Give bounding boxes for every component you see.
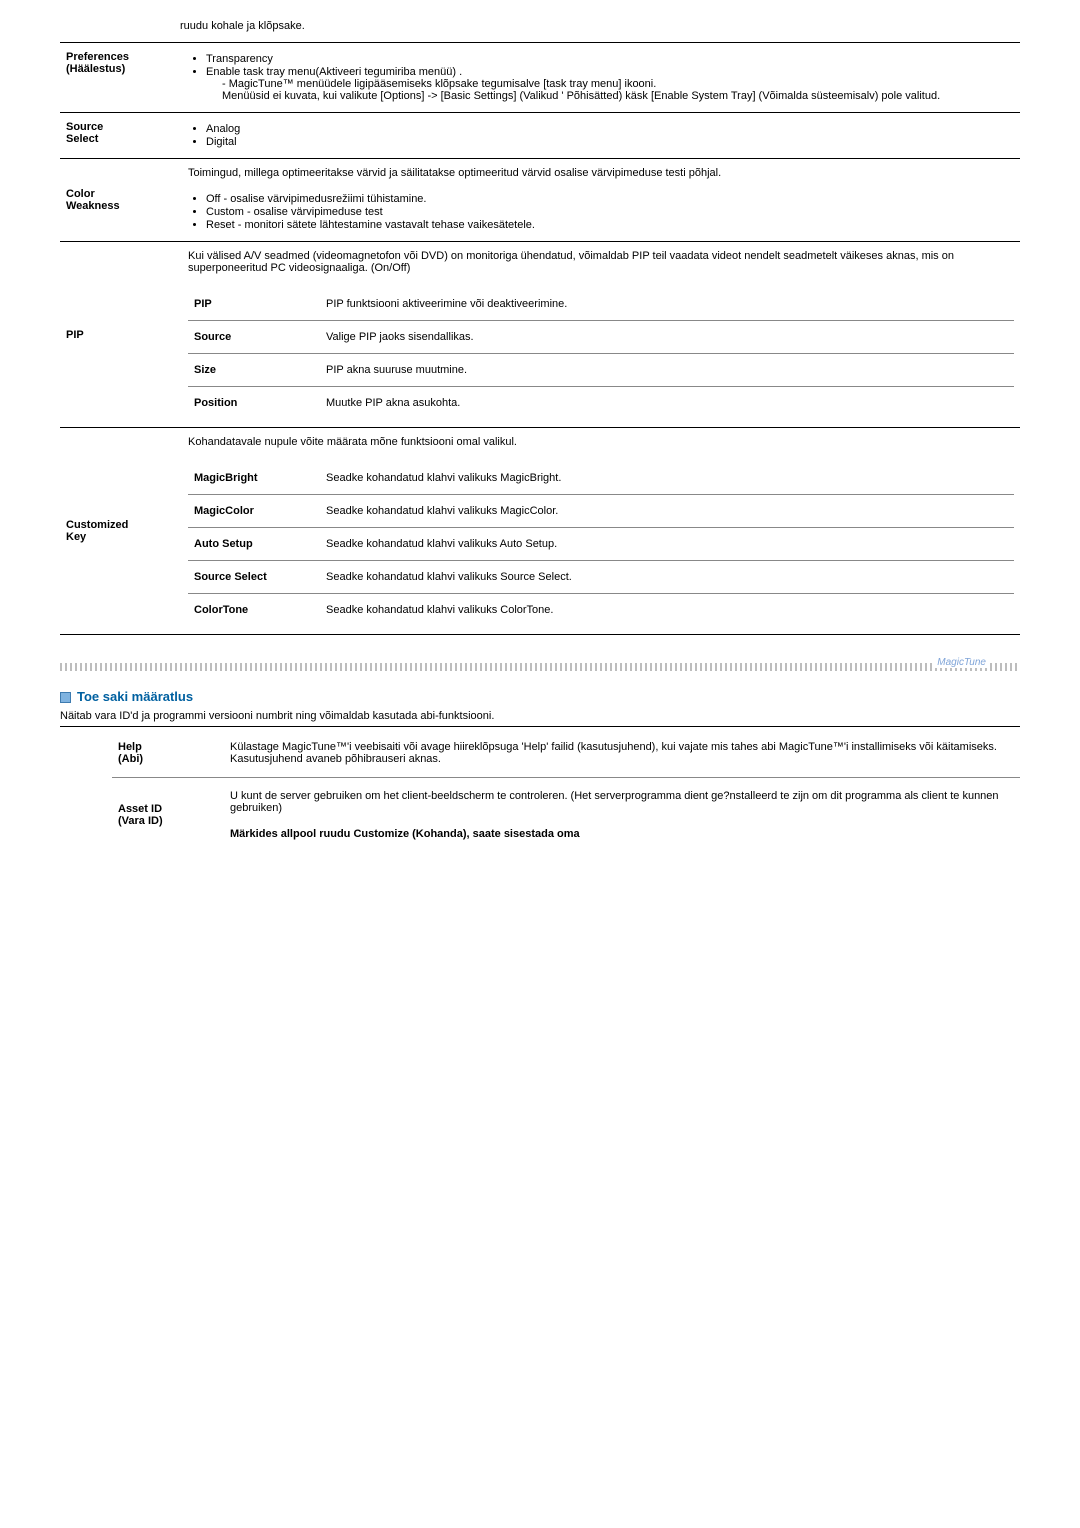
cw-off: Off - osalise värvipimedusrežiimi tühist… [206, 193, 1014, 205]
source-select-label: Source Select [60, 113, 182, 159]
pref-transparency: Transparency [206, 53, 1014, 65]
asset-text: U kunt de server gebruiken om het client… [230, 790, 1014, 814]
source-select-content: Analog Digital [182, 113, 1020, 159]
pref-enable-tray-text: Enable task tray menu(Aktiveeri tegumiri… [206, 66, 462, 78]
pip-row-2-k: Size [188, 354, 320, 387]
help-text: Külastage MagicTune™'i veebisaiti või av… [224, 729, 1020, 778]
dotted-separator [60, 663, 1020, 671]
asset-content: U kunt de server gebruiken om het client… [224, 778, 1020, 853]
ck-row-1-k: MagicColor [188, 495, 320, 528]
preferences-label-2: (Häälestus) [66, 63, 125, 75]
ck-row-3-v: Seadke kohandatud klahvi valikuks Source… [320, 561, 1014, 594]
ck-row-2-k: Auto Setup [188, 528, 320, 561]
asset-label-2: (Vara ID) [118, 815, 163, 827]
pip-inner-table: PIP PIP funktsiooni aktiveerimine või de… [188, 288, 1014, 419]
asset-label-1: Asset ID [118, 803, 162, 815]
cw-label-1: Color [66, 188, 95, 200]
source-select-label-1: Source [66, 121, 103, 133]
pref-enable-tray: Enable task tray menu(Aktiveeri tegumiri… [206, 66, 1014, 102]
ck-row-1-v: Seadke kohandatud klahvi valikuks MagicC… [320, 495, 1014, 528]
help-label-1: Help [118, 741, 142, 753]
ck-row-4-v: Seadke kohandatud klahvi valikuks ColorT… [320, 594, 1014, 627]
cw-reset: Reset - monitori sätete lähtestamine vas… [206, 219, 1014, 231]
customized-content: Kohandatavale nupule võite määrata mõne … [182, 428, 1020, 635]
top-continuation: ruudu kohale ja klõpsake. [180, 20, 1020, 32]
pip-row-1-k: Source [188, 321, 320, 354]
source-select-label-2: Select [66, 133, 98, 145]
help-label-2: (Abi) [118, 753, 143, 765]
pip-row-2-v: PIP akna suuruse muutmine. [320, 354, 1014, 387]
customized-label-1: Customized [66, 519, 128, 531]
pip-intro: Kui välised A/V seadmed (videomagnetofon… [188, 250, 1014, 274]
pip-row-3-v: Muutke PIP akna asukohta. [320, 387, 1014, 420]
pref-line2: - MagicTune™ menüüdele ligipääsemiseks k… [222, 78, 1014, 90]
cw-intro: Toimingud, millega optimeeritakse värvid… [188, 167, 1014, 179]
toe-intro: Näitab vara ID'd ja programmi versiooni … [60, 710, 1020, 727]
pip-row-3-k: Position [188, 387, 320, 420]
customized-label: Customized Key [60, 428, 182, 635]
src-digital: Digital [206, 136, 1014, 148]
pip-label: PIP [60, 242, 182, 428]
customized-label-2: Key [66, 531, 86, 543]
ck-row-3-k: Source Select [188, 561, 320, 594]
ck-row-0-v: Seadke kohandatud klahvi valikuks MagicB… [320, 462, 1014, 495]
color-weakness-label: Color Weakness [60, 159, 182, 242]
ck-row-2-v: Seadke kohandatud klahvi valikuks Auto S… [320, 528, 1014, 561]
cw-custom: Custom - osalise värvipimeduse test [206, 206, 1014, 218]
ck-row-4-k: ColorTone [188, 594, 320, 627]
square-icon [60, 692, 71, 703]
toe-section-head: Toe saki määratlus [60, 689, 1020, 704]
customized-inner-table: MagicBright Seadke kohandatud klahvi val… [188, 462, 1014, 626]
pip-row-0-v: PIP funktsiooni aktiveerimine või deakti… [320, 288, 1014, 321]
preferences-label-1: Preferences [66, 51, 129, 63]
toe-table: Help (Abi) Külastage MagicTune™'i veebis… [112, 729, 1020, 852]
pip-row-0-k: PIP [188, 288, 320, 321]
ck-row-0-k: MagicBright [188, 462, 320, 495]
asset-bold-line: Märkides allpool ruudu Customize (Kohand… [230, 828, 1014, 840]
cw-label-2: Weakness [66, 200, 120, 212]
src-analog: Analog [206, 123, 1014, 135]
preferences-label: Preferences (Häälestus) [60, 43, 182, 113]
customized-intro: Kohandatavale nupule võite määrata mõne … [188, 436, 1014, 448]
pip-content: Kui välised A/V seadmed (videomagnetofon… [182, 242, 1020, 428]
toe-title: Toe saki määratlus [77, 689, 193, 704]
color-weakness-content: Toimingud, millega optimeeritakse värvid… [182, 159, 1020, 242]
preferences-content: Transparency Enable task tray menu(Aktiv… [182, 43, 1020, 113]
pip-row-1-v: Valige PIP jaoks sisendallikas. [320, 321, 1014, 354]
pref-line3: Menüüsid ei kuvata, kui valikute [Option… [222, 90, 1014, 102]
help-label: Help (Abi) [112, 729, 224, 778]
settings-table: Preferences (Häälestus) Transparency Ena… [60, 42, 1020, 635]
asset-label: Asset ID (Vara ID) [112, 778, 224, 853]
